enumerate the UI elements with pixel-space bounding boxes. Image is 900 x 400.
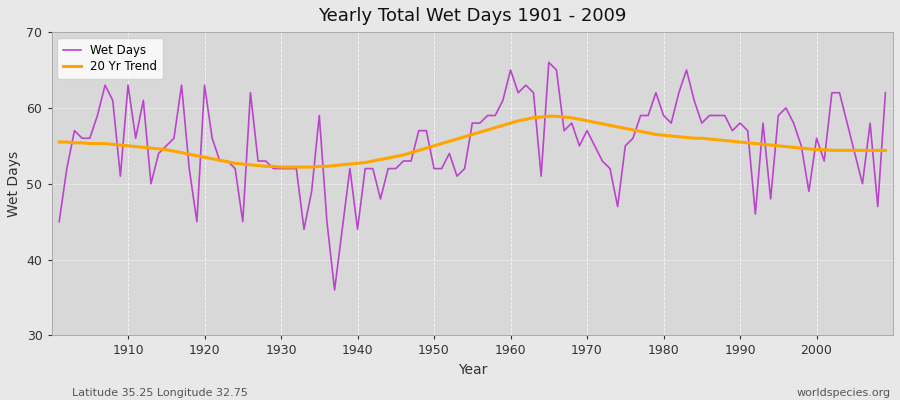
- Line: 20 Yr Trend: 20 Yr Trend: [59, 116, 886, 167]
- 20 Yr Trend: [513, 118, 524, 123]
- Line: Wet Days: Wet Days: [59, 62, 886, 290]
- 20 Yr Trend: [54, 140, 65, 144]
- Wet Days: [115, 174, 126, 178]
- Wet Days: [880, 90, 891, 95]
- 20 Yr Trend: [337, 162, 347, 167]
- Wet Days: [337, 227, 347, 232]
- Wet Days: [505, 68, 516, 72]
- Wet Days: [284, 166, 294, 171]
- 20 Yr Trend: [505, 121, 516, 126]
- 20 Yr Trend: [544, 114, 554, 119]
- 20 Yr Trend: [115, 143, 126, 148]
- 20 Yr Trend: [612, 124, 623, 129]
- Legend: Wet Days, 20 Yr Trend: Wet Days, 20 Yr Trend: [58, 38, 164, 79]
- Text: Latitude 35.25 Longitude 32.75: Latitude 35.25 Longitude 32.75: [72, 388, 248, 398]
- Y-axis label: Wet Days: Wet Days: [7, 151, 21, 217]
- 20 Yr Trend: [275, 165, 286, 170]
- Wet Days: [329, 288, 340, 292]
- Wet Days: [54, 219, 65, 224]
- Wet Days: [544, 60, 554, 65]
- 20 Yr Trend: [880, 148, 891, 153]
- Wet Days: [513, 90, 524, 95]
- Wet Days: [612, 204, 623, 209]
- Title: Yearly Total Wet Days 1901 - 2009: Yearly Total Wet Days 1901 - 2009: [318, 7, 626, 25]
- Text: worldspecies.org: worldspecies.org: [796, 388, 891, 398]
- X-axis label: Year: Year: [457, 363, 487, 377]
- 20 Yr Trend: [291, 165, 302, 170]
